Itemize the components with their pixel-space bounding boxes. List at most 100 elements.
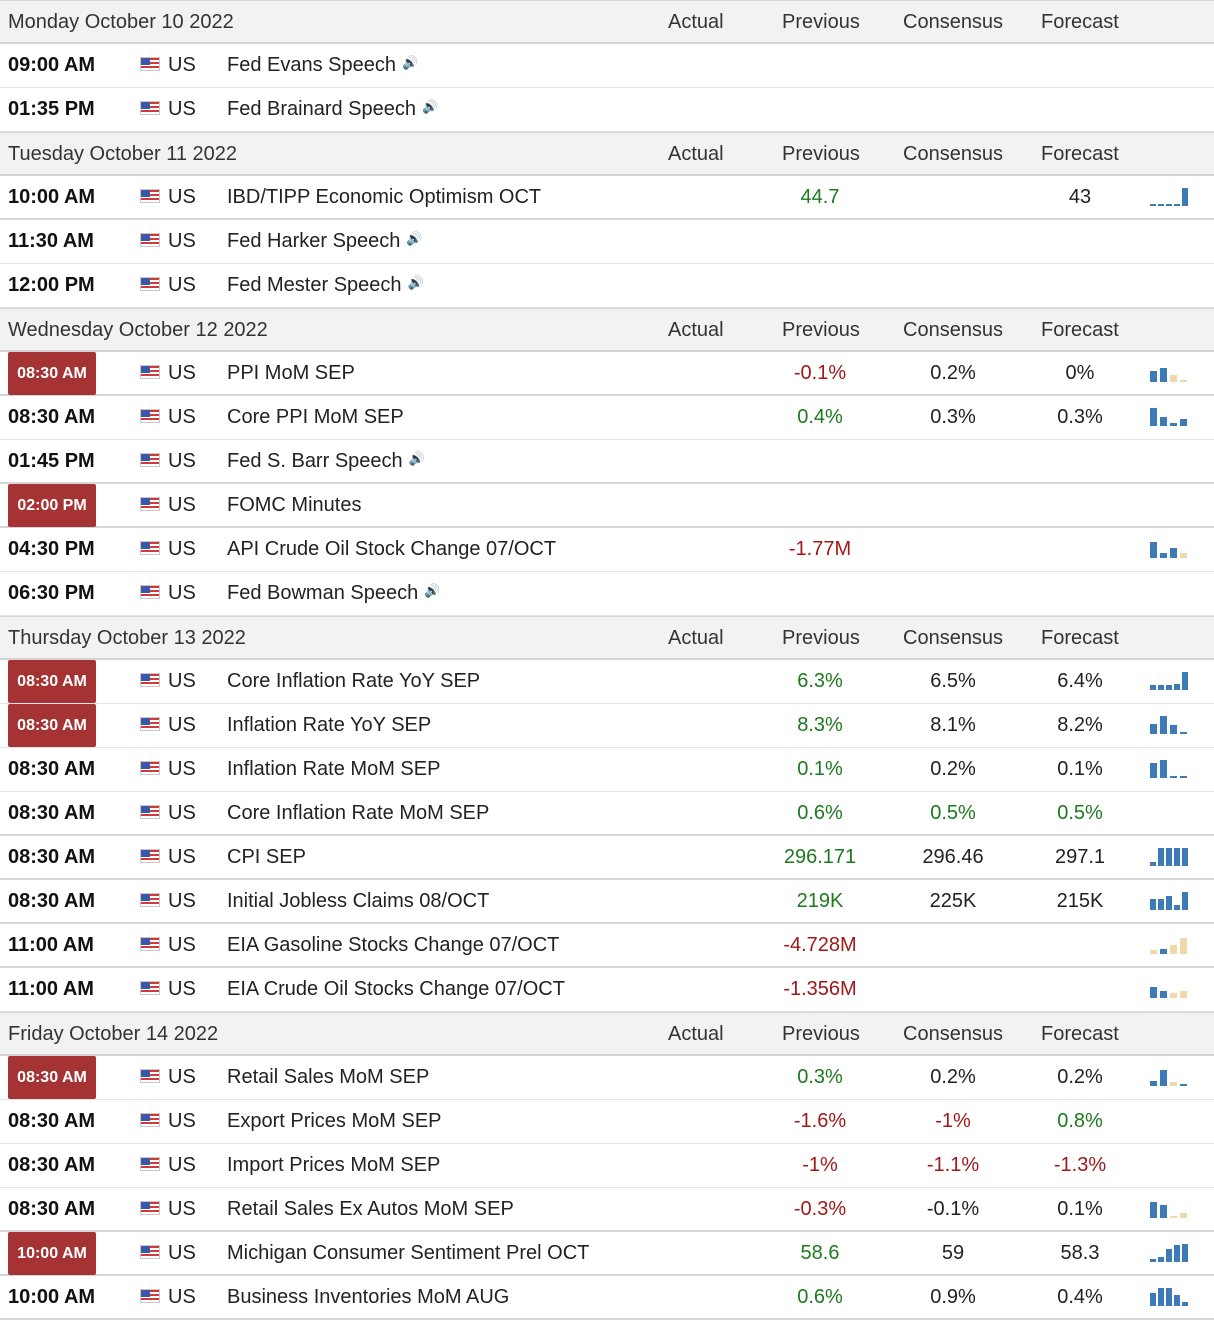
sparkline-svg <box>1150 408 1187 426</box>
us-flag-icon <box>140 364 160 379</box>
event-name-cell: FOMC Minutes <box>227 484 361 527</box>
event-name-cell: Fed Brainard Speech 🔊 <box>227 88 438 131</box>
event-row[interactable]: 08:30 AM US Import Prices MoM SEP -1% -1.1% -… <box>0 1144 1214 1188</box>
event-name[interactable]: API Crude Oil Stock Change 07/OCT <box>227 538 557 560</box>
event-name[interactable]: Inflation Rate MoM SEP <box>227 758 441 780</box>
event-name[interactable]: Export Prices MoM SEP <box>227 1110 442 1132</box>
column-header-actual: Actual <box>668 1023 724 1045</box>
sparkline-chart[interactable] <box>1150 836 1190 879</box>
event-row[interactable]: 08:30 AM US Export Prices MoM SEP -1.6% -1% 0… <box>0 1100 1214 1144</box>
event-name[interactable]: Fed Bowman Speech <box>227 582 419 604</box>
event-name[interactable]: CPI SEP <box>227 846 306 868</box>
sparkline-bar <box>1174 905 1180 910</box>
forecast-value: 215K <box>1056 890 1104 912</box>
previous-value: 0.4% <box>797 406 843 428</box>
flag-wrapper <box>140 704 160 747</box>
event-row[interactable]: 09:00 AM US Fed Evans Speech 🔊 <box>0 44 1214 88</box>
sparkline-chart[interactable] <box>1150 660 1190 703</box>
event-name[interactable]: Michigan Consumer Sentiment Prel OCT <box>227 1242 590 1264</box>
event-row[interactable]: 08:30 AM US Core PPI MoM SEP 0.4% 0.3% 0.3% <box>0 396 1214 440</box>
sparkline-chart[interactable] <box>1150 1188 1190 1231</box>
event-name[interactable]: Inflation Rate YoY SEP <box>227 714 432 736</box>
event-name[interactable]: Initial Jobless Claims 08/OCT <box>227 890 490 912</box>
sparkline-bar <box>1160 368 1167 382</box>
day-header: Tuesday October 11 2022 Actual Previous Con… <box>0 132 1214 176</box>
event-name[interactable]: Fed Brainard Speech <box>227 98 417 120</box>
event-row[interactable]: 11:30 AM US Fed Harker Speech 🔊 <box>0 220 1214 264</box>
event-row[interactable]: 11:00 AM US EIA Crude Oil Stocks Change 07… <box>0 968 1214 1012</box>
sparkline-bar <box>1150 204 1156 206</box>
country-code: US <box>168 1242 196 1264</box>
event-name[interactable]: PPI MoM SEP <box>227 362 355 384</box>
us-flag-icon <box>140 804 160 819</box>
event-name[interactable]: Fed S. Barr Speech <box>227 450 403 472</box>
sparkline-chart[interactable] <box>1150 1276 1190 1319</box>
country-code: US <box>168 802 196 824</box>
flag-wrapper <box>140 968 160 1011</box>
event-name[interactable]: Business Inventories MoM AUG <box>227 1286 510 1308</box>
us-flag-icon <box>140 672 160 687</box>
column-header-consensus: Consensus <box>903 627 1004 649</box>
event-row[interactable]: 02:00 PM US FOMC Minutes <box>0 484 1214 528</box>
event-name[interactable]: FOMC Minutes <box>227 494 362 516</box>
event-row[interactable]: 01:35 PM US Fed Brainard Speech 🔊 <box>0 88 1214 132</box>
event-row[interactable]: 11:00 AM US EIA Gasoline Stocks Change 07/… <box>0 924 1214 968</box>
sparkline-chart[interactable] <box>1150 1232 1190 1275</box>
event-row[interactable]: 08:30 AM US CPI SEP 296.171 296.46 297.1 <box>0 836 1214 880</box>
country-code: US <box>168 934 196 956</box>
event-name[interactable]: EIA Gasoline Stocks Change 07/OCT <box>227 934 560 956</box>
day-label: Tuesday October 11 2022 <box>8 143 238 165</box>
speaker-icon: 🔊 <box>402 55 419 71</box>
flag-wrapper <box>140 1056 160 1099</box>
sparkline-chart[interactable] <box>1150 1056 1190 1099</box>
sparkline-chart[interactable] <box>1150 396 1190 439</box>
event-name[interactable]: Fed Mester Speech <box>227 274 402 296</box>
sparkline-chart[interactable] <box>1150 924 1190 967</box>
event-row[interactable]: 08:30 AM US Core Inflation Rate YoY SEP 6.3… <box>0 660 1214 704</box>
sparkline-svg <box>1150 938 1187 954</box>
event-row[interactable]: 10:00 AM US Michigan Consumer Sentiment Pr… <box>0 1232 1214 1276</box>
event-name[interactable]: IBD/TIPP Economic Optimism OCT <box>227 186 542 208</box>
event-row[interactable]: 06:30 PM US Fed Bowman Speech 🔊 <box>0 572 1214 616</box>
sparkline-chart[interactable] <box>1150 528 1190 571</box>
flag-wrapper <box>140 1144 160 1187</box>
sparkline-chart[interactable] <box>1150 352 1190 395</box>
event-name[interactable]: Retail Sales Ex Autos MoM SEP <box>227 1198 514 1220</box>
event-row[interactable]: 01:45 PM US Fed S. Barr Speech 🔊 <box>0 440 1214 484</box>
event-name[interactable]: Fed Evans Speech <box>227 54 396 76</box>
consensus-value: 8.1% <box>930 714 976 736</box>
sparkline-chart[interactable] <box>1150 748 1190 791</box>
event-name[interactable]: Core Inflation Rate YoY SEP <box>227 670 481 692</box>
sparkline-svg <box>1150 1244 1188 1262</box>
event-row[interactable]: 04:30 PM US API Crude Oil Stock Change 07/… <box>0 528 1214 572</box>
event-row[interactable]: 08:30 AM US Core Inflation Rate MoM SEP 0.6… <box>0 792 1214 836</box>
event-row[interactable]: 10:00 AM US Business Inventories MoM AUG 0.… <box>0 1276 1214 1320</box>
event-name[interactable]: Retail Sales MoM SEP <box>227 1066 430 1088</box>
day-label: Friday October 14 2022 <box>8 1023 219 1045</box>
event-row[interactable]: 08:30 AM US Retail Sales Ex Autos MoM SEP -… <box>0 1188 1214 1232</box>
event-row[interactable]: 08:30 AM US Retail Sales MoM SEP 0.3% 0.2% 0.… <box>0 1056 1214 1100</box>
country-code: US <box>168 582 196 604</box>
sparkline-chart[interactable] <box>1150 968 1190 1011</box>
event-name-cell: Fed Mester Speech 🔊 <box>227 264 424 307</box>
event-name[interactable]: EIA Crude Oil Stocks Change 07/OCT <box>227 978 565 1000</box>
event-row[interactable]: 12:00 PM US Fed Mester Speech 🔊 <box>0 264 1214 308</box>
event-name[interactable]: Core PPI MoM SEP <box>227 406 404 428</box>
event-row[interactable]: 08:30 AM US Inflation Rate MoM SEP 0.1% 0.2%… <box>0 748 1214 792</box>
event-row[interactable]: 08:30 AM US PPI MoM SEP -0.1% 0.2% 0% <box>0 352 1214 396</box>
event-name[interactable]: Import Prices MoM SEP <box>227 1154 441 1176</box>
sparkline-chart[interactable] <box>1150 880 1190 923</box>
event-row[interactable]: 08:30 AM US Initial Jobless Claims 08/OCT 2… <box>0 880 1214 924</box>
sparkline-chart[interactable] <box>1150 176 1190 219</box>
event-time-badge: 08:30 AM <box>8 1056 96 1099</box>
previous-value: -4.728M <box>783 934 857 956</box>
sparkline-chart[interactable] <box>1150 704 1190 747</box>
event-name[interactable]: Fed Harker Speech <box>227 230 401 252</box>
forecast-value: 0.1% <box>1057 1198 1103 1220</box>
event-row[interactable]: 08:30 AM US Inflation Rate YoY SEP 8.3% 8.1%… <box>0 704 1214 748</box>
event-name-cell: Core PPI MoM SEP <box>227 396 404 439</box>
forecast-value: 8.2% <box>1057 714 1103 736</box>
event-name[interactable]: Core Inflation Rate MoM SEP <box>227 802 490 824</box>
event-row[interactable]: 10:00 AM US IBD/TIPP Economic Optimism OCT… <box>0 176 1214 220</box>
us-flag-icon <box>140 936 160 951</box>
